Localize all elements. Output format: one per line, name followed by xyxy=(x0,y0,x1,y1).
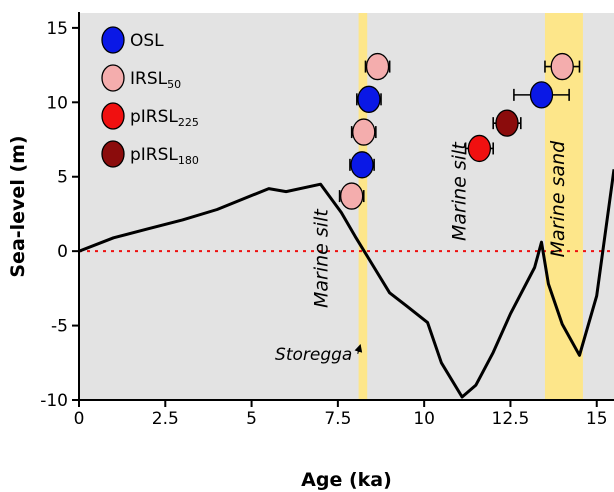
legend-marker xyxy=(101,140,125,168)
y-tick-label: 15 xyxy=(46,19,68,39)
storegga-label: Storegga xyxy=(275,345,352,365)
y-tick-label: -5 xyxy=(51,317,68,337)
data-point xyxy=(495,109,519,137)
x-tick-label: 10 xyxy=(413,409,435,429)
y-tick-label: 0 xyxy=(57,242,68,262)
zone-label: Marine silt xyxy=(449,141,471,241)
x-tick-label: 15 xyxy=(586,409,608,429)
sea-level-curve xyxy=(79,169,614,399)
data-point xyxy=(357,85,381,113)
data-point xyxy=(467,134,492,163)
data-point xyxy=(350,151,374,179)
x-axis-title: Age (ka) xyxy=(301,469,392,491)
y-tick-label: 10 xyxy=(46,93,68,113)
x-tick-label: 12.5 xyxy=(492,409,530,429)
x-tick-label: 5 xyxy=(246,409,257,429)
zone-label: Marine silt xyxy=(311,208,333,308)
y-axis-title: Sea-level (m) xyxy=(7,135,29,277)
highlight-band xyxy=(358,13,368,400)
legend-marker xyxy=(101,102,125,130)
legend-marker xyxy=(101,64,125,92)
data-point xyxy=(550,52,574,81)
zone-label: Marine sand xyxy=(547,140,569,257)
y-tick-label: 5 xyxy=(57,168,68,188)
data-point xyxy=(365,52,390,81)
data-point xyxy=(340,182,364,210)
legend-label: OSL xyxy=(130,31,164,51)
x-tick-label: 7.5 xyxy=(324,409,351,429)
legend-marker xyxy=(101,26,125,54)
y-tick-label: -10 xyxy=(40,391,68,411)
data-point xyxy=(529,81,554,109)
x-tick-label: 2.5 xyxy=(152,409,179,429)
x-tick-label: 0 xyxy=(74,409,85,429)
data-point xyxy=(352,118,376,146)
storegga-arrow xyxy=(354,343,363,354)
